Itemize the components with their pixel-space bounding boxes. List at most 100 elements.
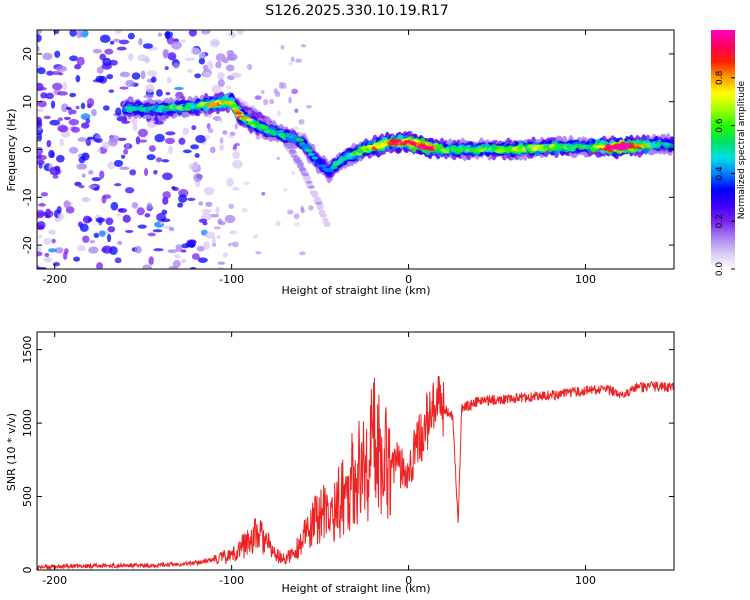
noise-blob — [116, 46, 127, 51]
noise-blob — [247, 63, 253, 71]
secondary-ridge-cell — [314, 202, 322, 205]
colorbar-tick-label: 0.8 — [715, 70, 725, 85]
noise-blob — [152, 229, 163, 233]
ridge-cell — [307, 152, 315, 157]
noise-blob — [174, 254, 181, 259]
noise-blob — [234, 142, 241, 147]
noise-blob — [148, 145, 156, 152]
noise-blob — [173, 86, 184, 91]
noise-blob — [157, 32, 162, 37]
noise-blob — [191, 125, 197, 131]
snr-x-label: Height of straight line (km) — [281, 582, 430, 595]
noise-blob — [113, 159, 124, 167]
noise-blob — [88, 184, 97, 189]
secondary-ridge-cell — [307, 185, 315, 189]
noise-blob — [222, 59, 229, 64]
noise-blob — [96, 66, 104, 74]
noise-blob — [54, 50, 61, 58]
noise-blob — [269, 98, 275, 105]
noise-blob — [55, 247, 64, 254]
noise-blob — [255, 134, 261, 140]
noise-blob — [202, 71, 211, 78]
noise-blob — [288, 96, 292, 104]
noise-blob — [275, 220, 281, 227]
noise-blob — [154, 121, 164, 125]
noise-blob — [186, 239, 197, 245]
noise-blob — [155, 157, 163, 163]
noise-blob — [75, 75, 81, 83]
noise-blob — [228, 134, 234, 139]
noise-blob — [102, 105, 110, 111]
spectrogram-x-tick-label: -100 — [219, 273, 244, 286]
noise-blob — [43, 115, 51, 120]
noise-blob — [88, 170, 94, 175]
noise-blob — [48, 149, 55, 159]
secondary-ridge-cell — [309, 191, 317, 195]
noise-blob — [211, 84, 222, 94]
noise-blob — [107, 226, 116, 233]
noise-blob — [236, 30, 245, 35]
secondary-ridge-cell — [297, 162, 304, 166]
secondary-ridge-cell — [323, 224, 331, 227]
noise-blob — [224, 214, 236, 224]
noise-blob — [232, 241, 239, 248]
noise-blob — [51, 71, 62, 76]
noise-blob — [49, 166, 61, 176]
noise-blob — [121, 154, 126, 159]
noise-blob — [65, 106, 71, 110]
spectrogram-x-tick-label: -200 — [42, 273, 67, 286]
noise-blob — [186, 197, 196, 201]
ridge-cell — [330, 165, 338, 170]
noise-blob — [219, 117, 223, 124]
secondary-ridge-cell — [263, 118, 271, 121]
noise-blob — [81, 173, 86, 178]
noise-blob — [122, 115, 128, 124]
spectrogram-x-label: Height of straight line (km) — [281, 284, 430, 297]
noise-blob — [201, 208, 212, 214]
noise-blob — [217, 71, 225, 81]
noise-blob — [38, 163, 43, 169]
noise-blob — [226, 49, 235, 57]
noise-blob — [144, 213, 151, 218]
noise-blob — [291, 171, 296, 175]
noise-blob — [49, 119, 61, 126]
noise-blob — [125, 79, 135, 87]
noise-blob — [228, 203, 234, 209]
colorbar-tick-label: 0.6 — [715, 118, 725, 133]
noise-blob — [228, 230, 238, 235]
noise-blob — [193, 173, 203, 183]
noise-blob — [153, 248, 164, 252]
noise-blob — [288, 61, 293, 66]
noise-blob — [48, 229, 56, 235]
noise-blob — [117, 208, 124, 212]
noise-blob — [114, 257, 122, 264]
spectrogram-y-tick-label: -20 — [21, 236, 34, 254]
noise-blob — [230, 72, 242, 79]
noise-blob — [222, 130, 228, 135]
noise-blob — [110, 201, 119, 211]
secondary-ridge-cell — [311, 194, 319, 197]
ridge-cell — [230, 104, 237, 108]
noise-blob — [92, 48, 102, 54]
noise-blob — [274, 91, 281, 98]
ridge-cell — [314, 158, 322, 164]
noise-blob — [287, 209, 294, 215]
noise-blob — [291, 126, 299, 131]
snr-frame — [36, 331, 675, 571]
noise-blob — [104, 48, 114, 55]
noise-blob — [78, 184, 85, 189]
noise-blob — [298, 119, 305, 125]
noise-blob — [146, 120, 158, 128]
noise-blob — [294, 108, 299, 113]
secondary-ridge-cell — [304, 178, 312, 182]
noise-blob — [78, 156, 86, 164]
noise-blob — [93, 232, 100, 238]
noise-blob — [201, 30, 211, 35]
noise-blob — [114, 30, 122, 34]
noise-blob — [203, 64, 208, 71]
noise-blob — [69, 55, 78, 62]
noise-blob — [37, 246, 42, 253]
colorbar: 0.0 0.2 0.4 0.6 0.8 Normalized spectral ampl… — [711, 30, 747, 276]
noise-blob — [131, 202, 139, 209]
